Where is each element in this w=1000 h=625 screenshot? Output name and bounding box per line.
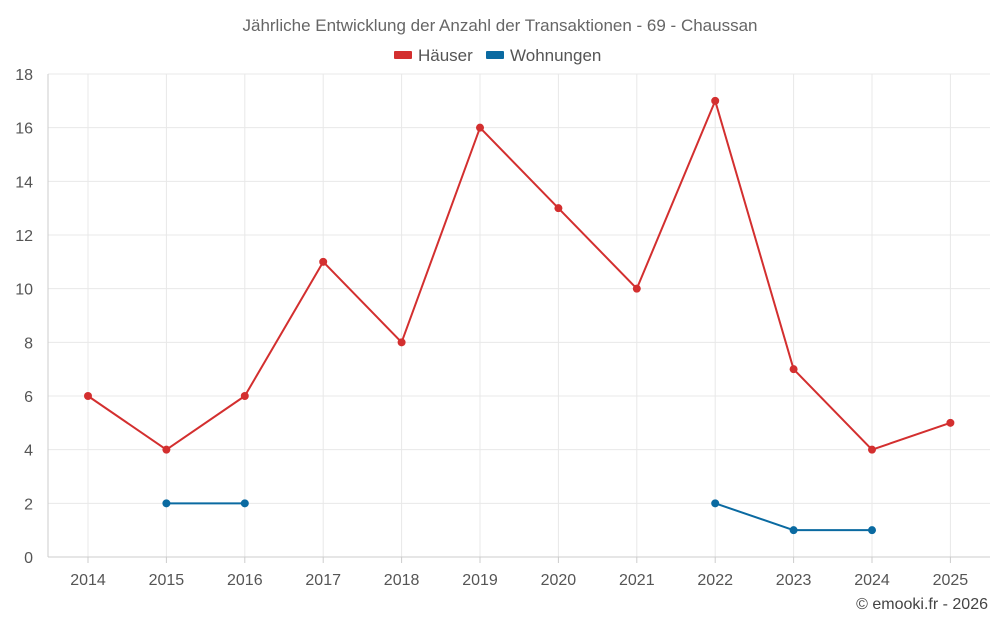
credit-text: © emooki.fr - 2026	[856, 596, 988, 613]
data-point-haeuser-2015[interactable]	[162, 445, 171, 454]
chart-title: Jährliche Entwicklung der Anzahl der Tra…	[242, 16, 757, 35]
data-point-haeuser-2017[interactable]	[319, 257, 328, 266]
legend-swatch-wohnungen	[486, 51, 504, 59]
x-tick-label: 2016	[227, 572, 263, 589]
y-tick-label: 18	[15, 67, 33, 84]
x-tick-label: 2018	[384, 572, 420, 589]
y-tick-label: 0	[24, 550, 33, 567]
data-point-haeuser-2016[interactable]	[240, 392, 249, 400]
y-tick-label: 12	[15, 228, 33, 245]
data-point-haeuser-2014[interactable]	[84, 392, 92, 400]
data-point-haeuser-2021[interactable]	[632, 284, 641, 293]
data-point-wohnungen-2015[interactable]	[162, 499, 171, 508]
series-haeuser	[84, 96, 955, 454]
x-tick-label: 2022	[697, 572, 733, 589]
data-point-wohnungen-2023[interactable]	[789, 526, 798, 535]
y-tick-label: 14	[15, 174, 33, 191]
data-point-wohnungen-2016[interactable]	[240, 499, 249, 508]
legend: Häuser Wohnungen	[394, 46, 601, 65]
legend-label-haeuser: Häuser	[418, 46, 473, 65]
y-tick-label: 4	[24, 443, 33, 460]
legend-label-wohnungen: Wohnungen	[510, 46, 601, 65]
y-tick-label: 6	[24, 389, 33, 406]
x-tick-label: 2024	[854, 572, 890, 589]
data-point-haeuser-2022[interactable]	[711, 96, 720, 105]
axes: 0 2 4 6 8 10 12 14 16 18 2014 2015 2016 2017 2018 2019 2…	[15, 67, 990, 589]
series-line-haeuser	[87, 99, 951, 451]
series	[84, 96, 955, 535]
y-tick-label: 16	[15, 121, 33, 138]
y-tick-label: 2	[24, 496, 33, 513]
y-tick-label: 8	[24, 335, 33, 352]
y-tick-label: 10	[15, 282, 33, 299]
legend-item-haeuser[interactable]: Häuser	[394, 46, 473, 65]
series-wohnungen	[162, 499, 876, 535]
x-tick-label: 2023	[776, 572, 812, 589]
x-tick-label: 2021	[619, 572, 655, 589]
x-tick-label: 2019	[462, 572, 498, 589]
data-point-wohnungen-2022[interactable]	[711, 499, 720, 508]
legend-swatch-haeuser	[394, 51, 412, 59]
data-point-haeuser-2018[interactable]	[397, 338, 406, 347]
x-tick-label: 2020	[541, 572, 577, 589]
grid	[48, 73, 990, 558]
x-tick-label: 2025	[933, 572, 969, 589]
x-tick-label: 2015	[149, 572, 185, 589]
data-point-haeuser-2020[interactable]	[554, 204, 563, 213]
x-tick-label: 2014	[70, 572, 106, 589]
data-point-haeuser-2023[interactable]	[789, 365, 798, 374]
data-point-haeuser-2019[interactable]	[476, 123, 484, 132]
data-point-haeuser-2024[interactable]	[868, 445, 876, 454]
data-point-haeuser-2025[interactable]	[946, 418, 955, 427]
legend-item-wohnungen[interactable]: Wohnungen	[486, 46, 601, 65]
data-point-wohnungen-2024[interactable]	[868, 526, 876, 535]
x-tick-label: 2017	[305, 572, 341, 589]
